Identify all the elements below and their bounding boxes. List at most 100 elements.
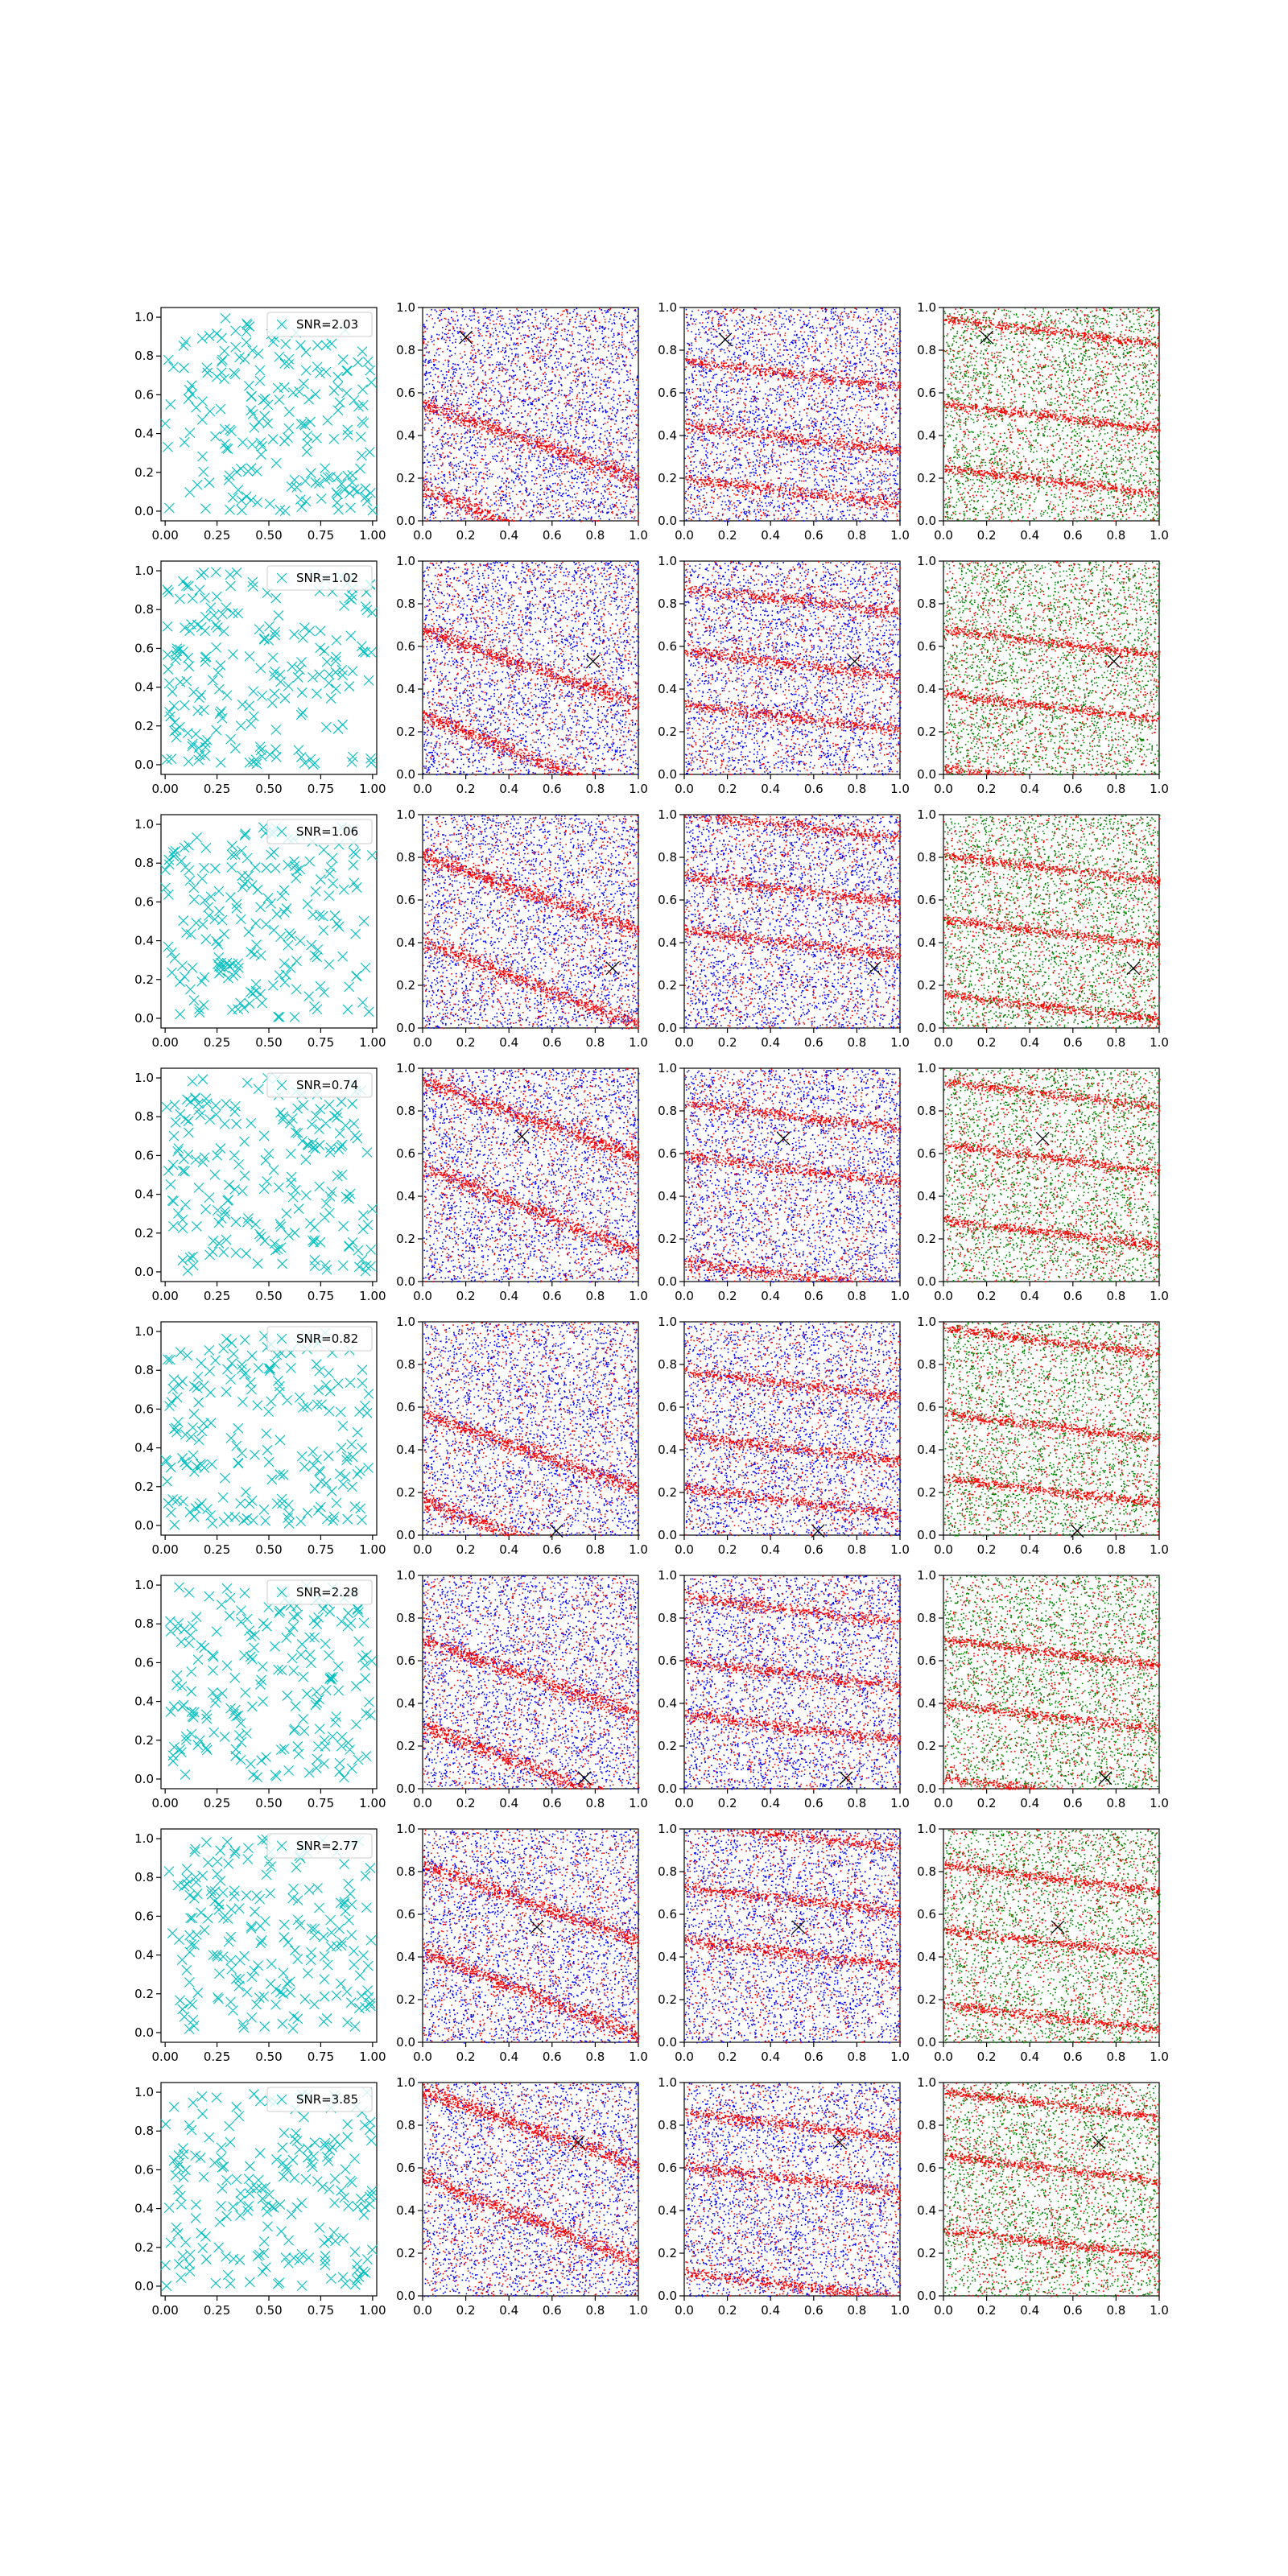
panel-red-green: 0.0 0.2 0.4 0.6 0.8 1.0 0.0 0.2 0.4 0.6 0.8 1.0 — [917, 2075, 1169, 2318]
x-tick-label: 0.8 — [585, 1035, 605, 1050]
legend: SNR=0.82 — [266, 1326, 373, 1352]
x-tick-label: 0.8 — [847, 528, 866, 543]
y-tick-label: 0.2 — [917, 978, 936, 993]
x-tick-label: 0.6 — [804, 782, 824, 796]
y-tick-label: 0.0 — [658, 1781, 677, 1796]
x-tick-label: 1.0 — [890, 1796, 910, 1810]
x-tick-label: 0.0 — [413, 1542, 432, 1557]
y-tick-label: 0.6 — [658, 893, 677, 907]
panel-red-blue-2: 0.0 0.2 0.4 0.6 0.8 1.0 0.0 0.2 0.4 0.6 0.8 1.0 — [658, 1061, 910, 1303]
panel-random-positions: 0.00 0.25 0.50 0.75 1.00 0.0 0.2 0.4 0.6 0.8 1.0 SN… — [134, 1575, 386, 1810]
axes-frame — [422, 1321, 639, 1536]
y-tick-label: 0.8 — [396, 343, 415, 357]
y-tick-label: 0.0 — [396, 514, 415, 528]
x-tick-label: 0.0 — [413, 1796, 432, 1810]
x-tick-label: 0.2 — [456, 1035, 476, 1050]
x-tick-label: 0.8 — [847, 1542, 866, 1557]
true-position-marker — [791, 1920, 806, 1934]
y-tick-label: 0.8 — [134, 856, 154, 870]
scatter-points-secondary — [423, 1322, 640, 1537]
y-tick-label: 1.0 — [658, 2075, 677, 2090]
x-tick-label: 0.4 — [761, 782, 780, 796]
y-tick-label: 0.8 — [134, 2124, 154, 2138]
y-tick-label: 0.0 — [396, 1781, 415, 1796]
panel-row: 0.00 0.25 0.50 0.75 1.00 0.0 0.2 0.4 0.6 0.8 1.0 SN… — [134, 807, 1169, 1050]
y-tick-label: 1.0 — [396, 554, 415, 568]
panel-random-positions: 0.00 0.25 0.50 0.75 1.00 0.0 0.2 0.4 0.6 0.8 1.0 SN… — [134, 307, 386, 543]
scatter-points-red — [684, 815, 902, 1030]
legend-marker — [276, 319, 287, 330]
y-tick-label: 0.8 — [396, 1104, 415, 1118]
x-tick-label: 1.00 — [359, 1289, 386, 1303]
y-tick-label: 1.0 — [917, 1822, 936, 1836]
x-tick-label: 0.6 — [804, 1542, 824, 1557]
y-tick-label: 0.2 — [396, 978, 415, 993]
y-tick-label: 0.4 — [917, 1950, 936, 1964]
y-tick-label: 0.8 — [134, 1616, 154, 1631]
y-tick-label: 0.0 — [134, 2025, 154, 2040]
x-tick-label: 0.8 — [1106, 2303, 1125, 2318]
panel-grid: 0.00 0.25 0.50 0.75 1.00 0.0 0.2 0.4 0.6 0.8 1.0 SN… — [134, 300, 1169, 2318]
x-tick-label: 0.2 — [977, 1035, 997, 1050]
axes-frame — [683, 1828, 901, 2043]
x-tick-label: 0.0 — [413, 2303, 432, 2318]
x-tick-label: 0.2 — [718, 782, 737, 796]
x-tick-label: 1.0 — [890, 528, 910, 543]
legend-marker — [276, 1587, 287, 1598]
y-tick-label: 0.4 — [134, 2202, 154, 2216]
panel-red-green: 0.0 0.2 0.4 0.6 0.8 1.0 0.0 0.2 0.4 0.6 0.8 1.0 — [917, 300, 1169, 543]
y-tick-label: 0.8 — [134, 349, 154, 363]
y-tick-label: 0.2 — [658, 978, 677, 993]
y-tick-label: 0.2 — [658, 2246, 677, 2260]
x-tick-label: 0.0 — [934, 782, 953, 796]
legend: SNR=2.77 — [266, 1833, 373, 1859]
panel-red-blue-1: 0.0 0.2 0.4 0.6 0.8 1.0 0.0 0.2 0.4 0.6 0.8 1.0 — [396, 2075, 648, 2318]
x-tick-label: 0.6 — [543, 1796, 562, 1810]
x-tick-label: 0.0 — [934, 1035, 953, 1050]
x-tick-label: 1.0 — [629, 2050, 648, 2064]
panel-random-positions: 0.00 0.25 0.50 0.75 1.00 0.0 0.2 0.4 0.6 0.8 1.0 SN… — [134, 2082, 386, 2318]
x-tick-label: 0.8 — [847, 1035, 866, 1050]
y-tick-label: 1.0 — [917, 1568, 936, 1583]
x-markers — [161, 1072, 378, 1277]
panel-red-blue-1: 0.0 0.2 0.4 0.6 0.8 1.0 0.0 0.2 0.4 0.6 0.8 1.0 — [396, 1568, 648, 1810]
axes-frame — [422, 814, 639, 1029]
axes-frame — [422, 1067, 639, 1282]
y-tick-label: 0.0 — [917, 1274, 936, 1289]
legend: SNR=2.28 — [266, 1579, 373, 1605]
x-tick-label: 0.0 — [413, 1289, 432, 1303]
y-tick-label: 0.6 — [134, 1402, 154, 1416]
x-tick-label: 0.0 — [413, 2050, 432, 2064]
panel-red-green: 0.0 0.2 0.4 0.6 0.8 1.0 0.0 0.2 0.4 0.6 0.8 1.0 — [917, 1315, 1169, 1557]
y-tick-label: 0.4 — [917, 2203, 936, 2218]
y-tick-label: 1.0 — [396, 1061, 415, 1075]
scatter-points-secondary — [423, 1829, 640, 2044]
y-tick-label: 0.6 — [396, 1400, 415, 1414]
true-position-marker — [1051, 1920, 1065, 1934]
x-tick-label: 0.00 — [151, 2050, 178, 2064]
y-tick-label: 0.0 — [658, 1021, 677, 1035]
x-tick-label: 0.6 — [1063, 1542, 1083, 1557]
x-tick-label: 0.0 — [413, 1035, 432, 1050]
y-tick-label: 0.0 — [396, 1274, 415, 1289]
x-tick-label: 0.0 — [675, 1542, 694, 1557]
y-tick-label: 0.2 — [396, 1485, 415, 1500]
x-tick-label: 0.25 — [204, 2303, 230, 2318]
y-tick-label: 0.2 — [917, 2246, 936, 2260]
y-tick-label: 0.6 — [917, 1653, 936, 1668]
x-tick-label: 1.0 — [890, 1542, 910, 1557]
scatter-points-secondary — [943, 1068, 1161, 1283]
x-tick-label: 0.8 — [1106, 1542, 1125, 1557]
y-tick-label: 0.4 — [917, 1443, 936, 1457]
x-tick-label: 1.0 — [1150, 1542, 1169, 1557]
y-tick-label: 1.0 — [917, 1315, 936, 1329]
y-tick-label: 1.0 — [396, 2075, 415, 2090]
y-tick-label: 0.6 — [396, 893, 415, 907]
legend-label: SNR=2.28 — [296, 1585, 358, 1600]
x-markers — [159, 313, 378, 517]
y-tick-label: 0.0 — [134, 758, 154, 772]
y-tick-label: 0.8 — [396, 2118, 415, 2132]
legend-label: SNR=2.77 — [296, 1839, 358, 1853]
y-tick-label: 0.6 — [917, 2161, 936, 2175]
x-tick-label: 0.4 — [1020, 1289, 1039, 1303]
